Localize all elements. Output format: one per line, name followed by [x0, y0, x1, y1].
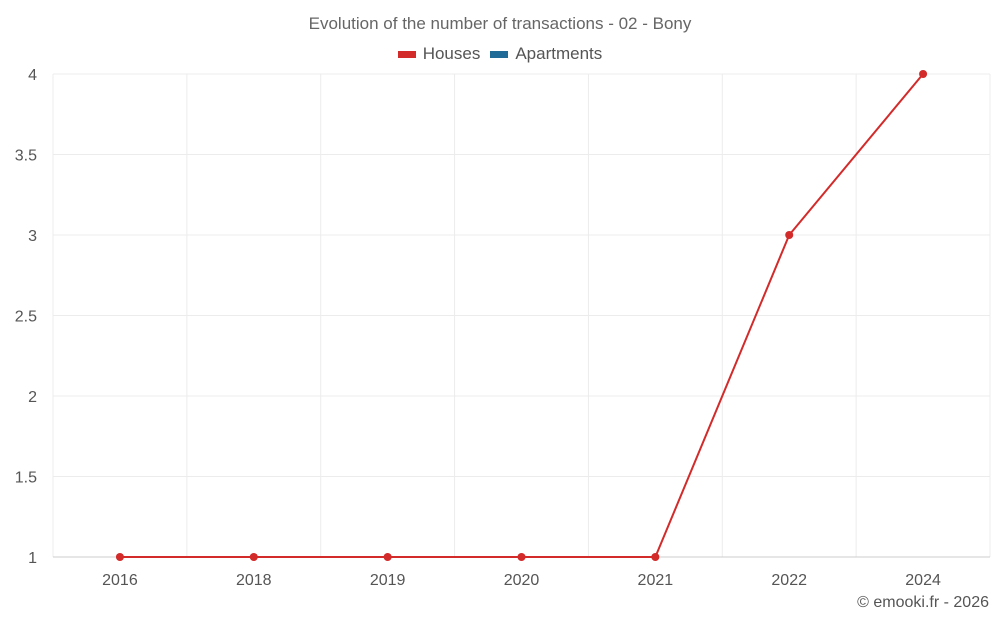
x-tick-label: 2024 — [905, 572, 941, 589]
data-point-houses-2018[interactable] — [249, 553, 258, 561]
data-point-houses-2020[interactable] — [517, 553, 526, 561]
credit-text: © emooki.fr - 2026 — [857, 594, 989, 611]
chart-title: Evolution of the number of transactions … — [308, 14, 692, 33]
series-layer — [115, 70, 928, 561]
y-tick-label: 2 — [28, 389, 37, 406]
y-tick-label: 1 — [28, 550, 37, 567]
data-point-houses-2016[interactable] — [115, 553, 124, 561]
x-tick-label: 2021 — [638, 572, 674, 589]
x-tick-label: 2018 — [236, 572, 272, 589]
legend-item-apartments[interactable]: Apartments — [490, 44, 602, 64]
x-tick-label: 2016 — [102, 572, 138, 589]
data-point-houses-2021[interactable] — [651, 553, 660, 561]
legend-label-houses: Houses — [422, 44, 481, 63]
y-tick-label: 4 — [28, 67, 37, 84]
y-tick-label: 3 — [28, 228, 37, 245]
legend-item-houses[interactable]: Houses — [397, 44, 481, 64]
y-tick-label: 3.5 — [15, 148, 37, 165]
legend-swatch-houses — [397, 50, 416, 58]
data-point-houses-2024[interactable] — [919, 70, 928, 78]
axis-layer: 1 1.5 2 2.5 3 3.5 4 2016 2018 2019 2020 2021 2022 202… — [15, 67, 990, 589]
legend-swatch-apartments — [490, 50, 509, 58]
x-tick-label: 2019 — [370, 572, 406, 589]
grid-layer — [52, 73, 991, 557]
data-point-houses-2022[interactable] — [785, 231, 794, 239]
data-point-houses-2019[interactable] — [383, 553, 392, 561]
x-tick-label: 2020 — [504, 572, 540, 589]
y-tick-label: 2.5 — [15, 309, 37, 326]
x-tick-label: 2022 — [771, 572, 807, 589]
chart-legend: Houses Apartments — [0, 44, 1000, 64]
legend-label-apartments: Apartments — [515, 44, 603, 63]
y-tick-label: 1.5 — [15, 470, 37, 487]
